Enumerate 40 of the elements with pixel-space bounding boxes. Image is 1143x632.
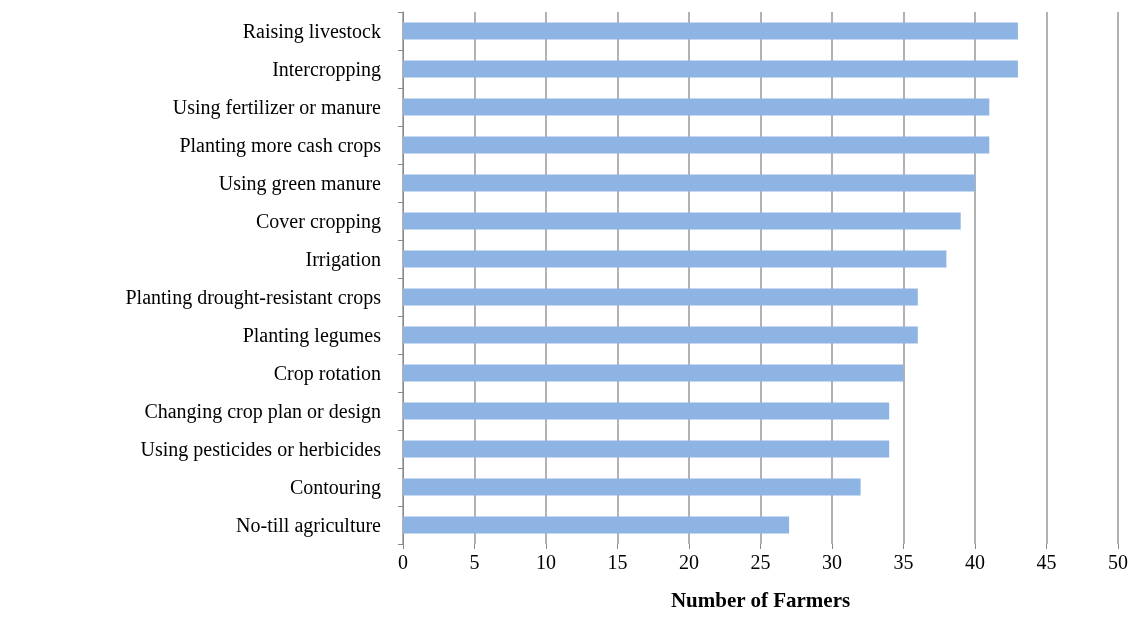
y-tick-label: Planting drought-resistant crops — [125, 286, 382, 309]
bar — [403, 212, 961, 230]
x-tick-label: 25 — [750, 551, 771, 573]
x-tick-label: 30 — [822, 551, 842, 573]
x-tick-label: 50 — [1108, 551, 1128, 573]
y-tick-label: Intercropping — [272, 58, 381, 81]
bar — [403, 136, 990, 154]
x-tick-label: 35 — [893, 551, 914, 573]
y-tick-label: Using pesticides or herbicides — [140, 438, 382, 461]
bar — [403, 478, 861, 496]
bar — [403, 250, 947, 268]
bar — [403, 516, 790, 534]
y-tick-label: Crop rotation — [273, 362, 381, 385]
bar — [403, 288, 918, 306]
x-tick-label: 20 — [679, 551, 699, 573]
x-tick-label: 5 — [469, 551, 480, 573]
y-tick-label: No-till agriculture — [236, 514, 382, 537]
x-tick-label: 45 — [1036, 551, 1057, 573]
y-tick-label: Cover cropping — [256, 210, 381, 233]
y-tick-label: Using fertilizer or manure — [172, 96, 382, 119]
x-tick-label: 0 — [398, 551, 408, 573]
y-tick-label: Planting legumes — [242, 324, 382, 347]
y-tick-label: Changing crop plan or design — [144, 400, 381, 423]
x-axis-title: Number of Farmers — [670, 587, 851, 612]
bar — [403, 402, 890, 420]
x-tick-label: 10 — [536, 551, 556, 573]
bar — [403, 174, 975, 192]
bar — [403, 22, 1018, 40]
y-tick-label: Irrigation — [305, 248, 381, 271]
x-tick-label: 40 — [965, 551, 985, 573]
y-tick-label: Raising livestock — [242, 20, 381, 43]
y-tick-label: Using green manure — [218, 172, 382, 195]
bar — [403, 326, 918, 344]
bar — [403, 60, 1018, 78]
bar — [403, 440, 890, 458]
y-tick-label: Planting more cash crops — [179, 134, 382, 157]
x-tick-label: 15 — [607, 551, 628, 573]
y-tick-label: Contouring — [289, 476, 381, 499]
bar — [403, 364, 904, 382]
bar — [403, 98, 990, 116]
